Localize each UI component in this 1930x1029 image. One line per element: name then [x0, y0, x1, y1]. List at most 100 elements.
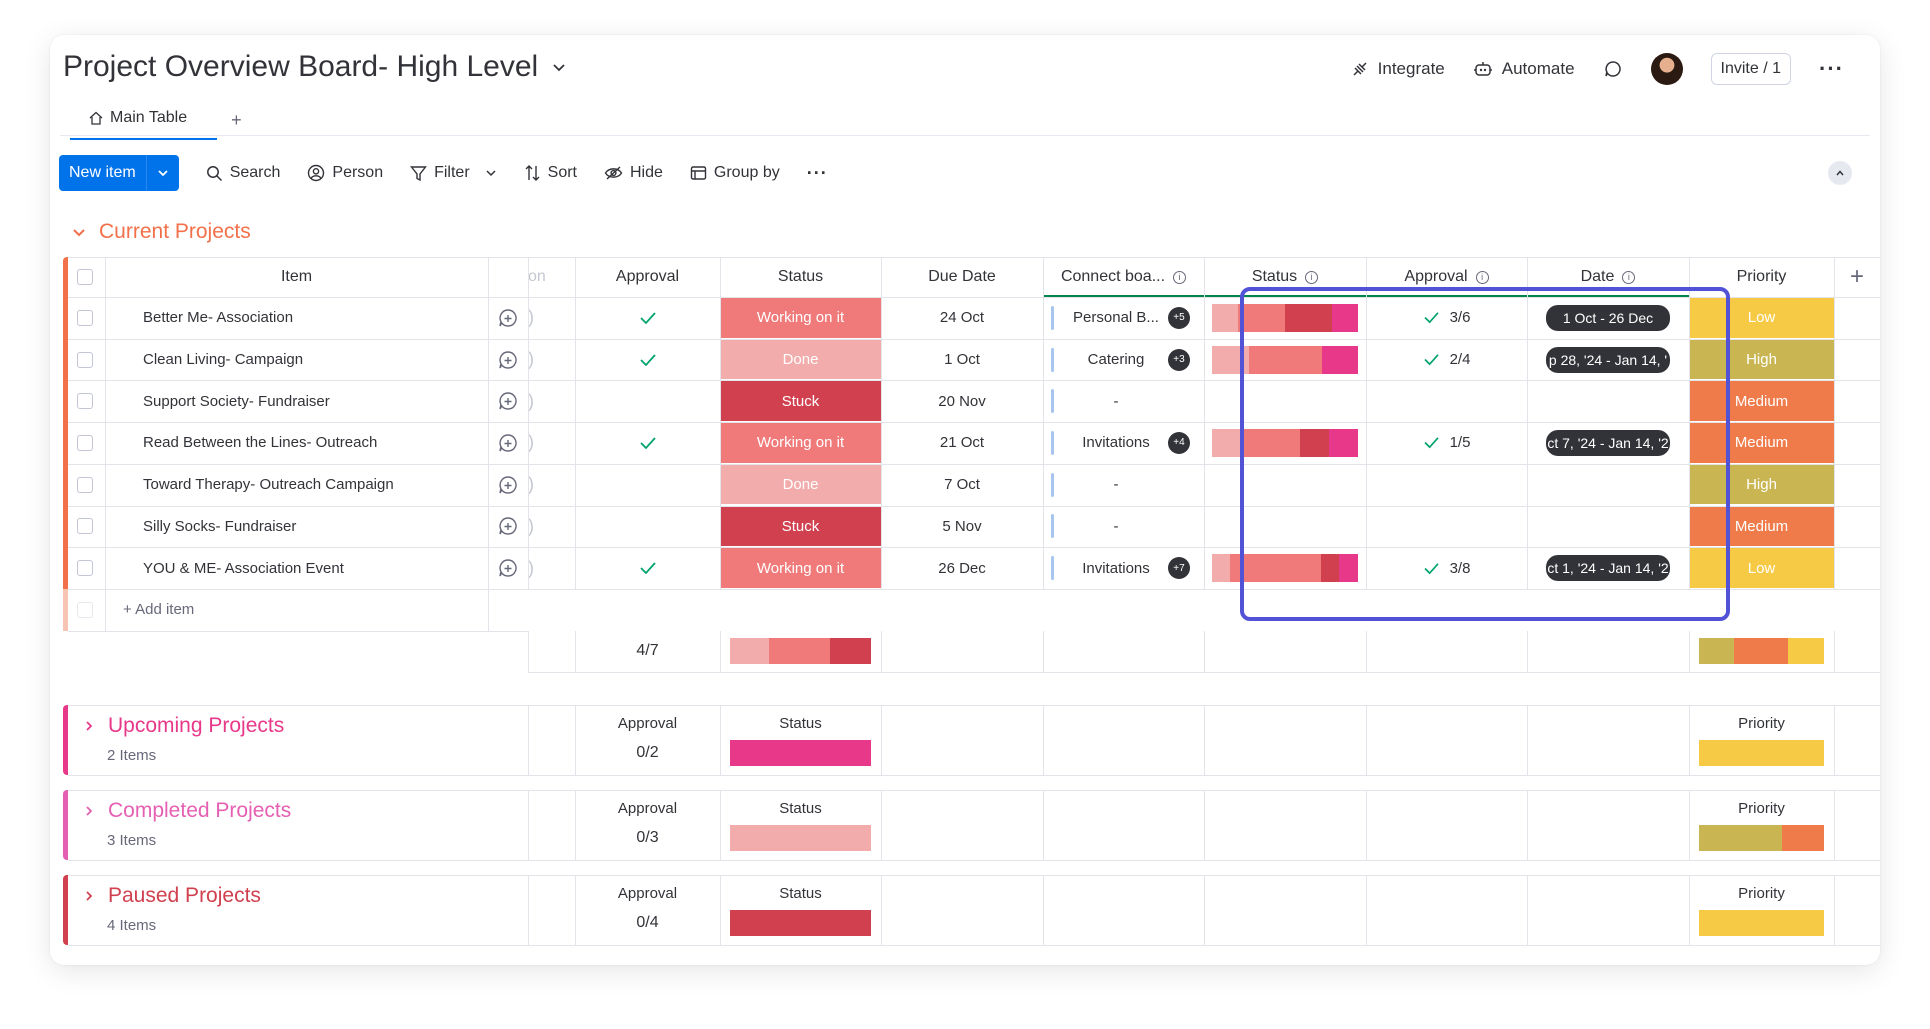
connected-item[interactable]: - [1113, 517, 1119, 535]
approval-cell[interactable] [575, 464, 720, 506]
priority-pill[interactable]: High [1689, 339, 1834, 380]
group-header-1[interactable]: Upcoming Projects [83, 714, 284, 738]
connect-board-cell[interactable]: - [1043, 506, 1204, 548]
more-connections-badge[interactable]: +3 [1168, 348, 1190, 371]
priority-pill[interactable]: Low [1689, 548, 1834, 588]
group-current-header[interactable]: Current Projects [72, 220, 251, 244]
column-header-appr2[interactable]: Approval i [1366, 257, 1527, 297]
column-header-item[interactable]: Item [105, 257, 488, 297]
chevron-down-icon[interactable] [72, 225, 86, 239]
item-name[interactable]: Toward Therapy- Outreach Campaign [143, 476, 394, 494]
add-update-icon[interactable] [488, 506, 528, 548]
add-update-icon[interactable] [488, 297, 528, 339]
column-header-stat2[interactable]: Status i [1204, 257, 1366, 297]
approval-cell[interactable] [575, 422, 720, 464]
priority-pill[interactable]: High [1689, 464, 1834, 505]
approval-cell[interactable] [575, 339, 720, 381]
timeline-cell[interactable] [1527, 380, 1689, 422]
item-name[interactable]: Support Society- Fundraiser [143, 392, 330, 410]
row-checkbox[interactable] [65, 506, 105, 548]
connected-item[interactable]: Invitations [1082, 559, 1150, 577]
due-date-cell[interactable]: 1 Oct [944, 351, 980, 369]
column-header-appr[interactable]: Approval [575, 257, 720, 297]
approval-cell[interactable] [575, 547, 720, 589]
search-button[interactable]: Search [206, 164, 280, 182]
priority-pill[interactable]: Medium [1689, 506, 1834, 547]
status-pill[interactable]: Stuck [720, 506, 881, 547]
more-options-icon[interactable]: ··· [1819, 56, 1844, 81]
tab-main-table[interactable]: Main Table [70, 105, 218, 140]
info-icon[interactable]: i [1475, 270, 1489, 284]
priority-pill[interactable]: Medium [1689, 381, 1834, 422]
due-date-cell[interactable]: 24 Oct [939, 309, 985, 327]
subitem-status-cell[interactable] [1204, 422, 1366, 464]
item-name[interactable]: Silly Socks- Fundraiser [143, 517, 297, 535]
connect-board-cell[interactable]: - [1043, 464, 1204, 506]
chat-icon[interactable] [1603, 59, 1623, 79]
person-cell[interactable]: ) [528, 474, 534, 495]
group-title[interactable]: Completed Projects [108, 799, 292, 822]
toolbar-more-icon[interactable]: ··· [806, 162, 828, 183]
person-cell[interactable]: ) [528, 307, 534, 328]
chevron-down-icon[interactable] [485, 167, 497, 179]
connect-board-cell[interactable]: Personal B... +5 [1043, 297, 1204, 339]
subitem-approval-cell[interactable]: 3/6 [1366, 297, 1527, 339]
column-header-conn[interactable]: Connect boa... i [1043, 257, 1204, 297]
person-cell[interactable]: ) [528, 557, 534, 578]
person-cell[interactable]: ) [528, 390, 534, 411]
subitem-status-cell[interactable] [1204, 380, 1366, 422]
subitem-approval-cell[interactable] [1366, 380, 1527, 422]
approval-cell[interactable] [575, 297, 720, 339]
more-connections-badge[interactable]: +7 [1168, 557, 1190, 580]
automate-button[interactable]: Automate [1473, 59, 1575, 79]
subitem-approval-cell[interactable]: 1/5 [1366, 422, 1527, 464]
add-update-icon[interactable] [488, 464, 528, 506]
group-title[interactable]: Upcoming Projects [108, 714, 285, 737]
column-header-due[interactable]: Due Date [881, 257, 1043, 297]
connected-item[interactable]: Catering [1087, 351, 1145, 369]
invite-button[interactable]: Invite / 1 [1710, 53, 1792, 85]
connected-item[interactable]: - [1113, 392, 1119, 410]
priority-pill[interactable]: Low [1689, 298, 1834, 338]
subitem-approval-cell[interactable] [1366, 506, 1527, 548]
person-cell[interactable]: ) [528, 515, 534, 536]
connected-item[interactable]: - [1113, 476, 1119, 494]
hide-button[interactable]: Hide [604, 164, 663, 182]
subitem-status-cell[interactable] [1204, 547, 1366, 589]
status-pill[interactable]: Done [720, 339, 881, 380]
add-column-button[interactable]: + [1849, 263, 1864, 290]
connect-board-cell[interactable]: - [1043, 380, 1204, 422]
avatar[interactable] [1650, 53, 1683, 85]
subitem-approval-cell[interactable]: 3/8 [1366, 547, 1527, 589]
add-update-icon[interactable] [488, 380, 528, 422]
column-header-person[interactable]: on [528, 257, 575, 297]
subitem-approval-cell[interactable] [1366, 464, 1527, 506]
add-update-icon[interactable] [488, 339, 528, 381]
subitem-status-cell[interactable] [1204, 464, 1366, 506]
status-pill[interactable]: Working on it [720, 298, 881, 338]
info-icon[interactable]: i [1173, 270, 1187, 284]
group-by-button[interactable]: Group by [690, 164, 780, 182]
subitem-status-cell[interactable] [1204, 506, 1366, 548]
new-item-button[interactable]: New item [59, 155, 179, 191]
subitem-status-cell[interactable] [1204, 339, 1366, 381]
collapse-header-button[interactable] [1828, 161, 1852, 185]
status-pill[interactable]: Done [720, 464, 881, 505]
approval-cell[interactable] [575, 506, 720, 548]
add-update-icon[interactable] [488, 422, 528, 464]
column-header-prio[interactable]: Priority [1689, 257, 1834, 297]
priority-pill[interactable]: Medium [1689, 423, 1834, 463]
due-date-cell[interactable]: 26 Dec [938, 559, 986, 577]
chevron-right-icon[interactable] [83, 805, 95, 817]
connect-board-cell[interactable]: Catering +3 [1043, 339, 1204, 381]
filter-button[interactable]: Filter [410, 164, 497, 182]
chevron-right-icon[interactable] [83, 720, 95, 732]
due-date-cell[interactable]: 20 Nov [938, 392, 986, 410]
chevron-right-icon[interactable] [83, 890, 95, 902]
timeline-cell[interactable]: ct 7, '24 - Jan 14, '2 [1527, 422, 1689, 464]
item-name[interactable]: Clean Living- Campaign [143, 351, 304, 369]
connected-item[interactable]: Personal B... [1073, 309, 1159, 327]
connect-board-cell[interactable]: Invitations +7 [1043, 547, 1204, 589]
connected-item[interactable]: Invitations [1082, 434, 1150, 452]
connect-board-cell[interactable]: Invitations +4 [1043, 422, 1204, 464]
